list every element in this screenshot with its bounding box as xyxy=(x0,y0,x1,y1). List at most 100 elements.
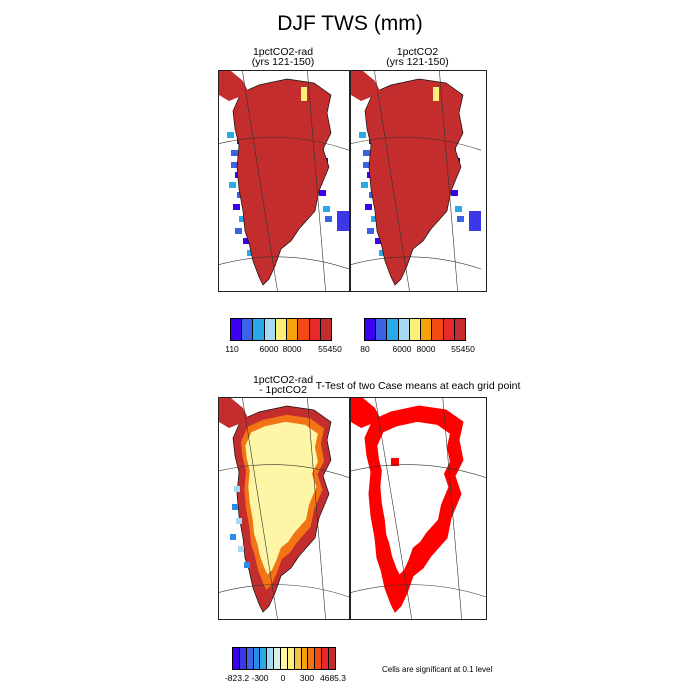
map-panel-2 xyxy=(350,70,487,292)
diff-neg-cell-2 xyxy=(230,534,236,540)
map1-cell-9 xyxy=(231,150,238,156)
map1-island-cells xyxy=(337,211,349,231)
diff-neg-cell-5 xyxy=(234,486,240,492)
map2-cell-9 xyxy=(363,150,370,156)
map1-cell-18 xyxy=(325,216,332,222)
map-panel-3 xyxy=(218,397,350,620)
map2-icesheet xyxy=(364,78,464,286)
cb1-swatch-2 xyxy=(253,319,265,340)
graticule xyxy=(351,398,486,619)
panel3-title-line2: - 1pctCO2 xyxy=(259,384,307,396)
ttest-interior-cell xyxy=(391,458,399,466)
cb2-swatch-3 xyxy=(398,319,410,340)
panel2-title-line1: 1pctCO2 xyxy=(396,46,439,58)
cb3-swatch-6 xyxy=(274,648,282,669)
panel4-title: T-Test of two Case means at each grid po… xyxy=(315,380,521,392)
panel2-title: 1pctCO2 (yrs 121-150) xyxy=(350,46,485,68)
map1-cell-2 xyxy=(229,182,236,188)
cb3-swatch-1 xyxy=(239,648,247,669)
panel3-title: 1pctCO2-rad - 1pctCO2 xyxy=(218,374,348,396)
map2-cell-8 xyxy=(379,250,386,256)
map2-cell-17 xyxy=(455,206,462,212)
panel1-title: 1pctCO2-rad (yrs 121-150) xyxy=(218,46,348,68)
graticule xyxy=(219,71,349,291)
ttest-ellesmere xyxy=(351,398,381,428)
map2-ellesmere xyxy=(351,71,381,101)
cb3-swatch-11 xyxy=(308,648,316,669)
cb3-tick-4: 4685.3 xyxy=(320,673,346,683)
map2-cell-11 xyxy=(359,132,366,138)
cb2-swatch-8 xyxy=(454,319,465,340)
diff-interior xyxy=(245,421,318,575)
cb2-swatch-6 xyxy=(432,319,444,340)
cb3-tick-2: 0 xyxy=(280,673,286,683)
greenland-map-2 xyxy=(351,71,482,291)
diff-ellesmere xyxy=(219,398,249,428)
cb2-tick-2: 8000 xyxy=(416,344,436,354)
cb2-tick-1: 6000 xyxy=(392,344,412,354)
cb3-swatch-2 xyxy=(246,648,254,669)
cb3-swatch-14 xyxy=(329,648,335,669)
cb1-swatch-8 xyxy=(320,319,331,340)
panel2-title-line2: (yrs 121-150) xyxy=(386,56,449,68)
colorbar-2 xyxy=(364,318,466,341)
map2-cell-5 xyxy=(371,216,378,222)
cb1-swatch-0 xyxy=(231,319,243,340)
cb3-swatch-10 xyxy=(301,648,309,669)
cb1-tick-3: 55450 xyxy=(318,344,342,354)
cb3-swatch-8 xyxy=(287,648,295,669)
significance-note: Cells are significant at 0.1 level xyxy=(382,665,493,674)
map2-cell-0 xyxy=(363,162,370,168)
cb2-tick-0: 80 xyxy=(360,344,370,354)
cb1-swatch-1 xyxy=(242,319,254,340)
map1-cell-7 xyxy=(243,238,250,244)
panel1-title-line1: 1pctCO2-rad xyxy=(252,46,314,58)
cb2-tick-3: 55450 xyxy=(451,344,475,354)
map1-cell-4 xyxy=(233,204,240,210)
cb1-swatch-6 xyxy=(298,319,310,340)
diff-neg-cell-0 xyxy=(232,504,238,510)
cb1-tick-2: 8000 xyxy=(282,344,302,354)
graticule xyxy=(219,398,349,619)
cb2-swatch-2 xyxy=(387,319,399,340)
greenland-map-1 xyxy=(219,71,349,291)
map2-cell-6 xyxy=(367,228,374,234)
map1-cell-11 xyxy=(227,132,234,138)
diff-neg-cell-1 xyxy=(236,518,242,524)
cb3-swatch-12 xyxy=(315,648,323,669)
cb3-tick-3: 300 xyxy=(299,673,315,683)
cb2-swatch-7 xyxy=(443,319,455,340)
map1-cell-8 xyxy=(247,250,254,256)
cb1-swatch-3 xyxy=(264,319,276,340)
map1-cell-5 xyxy=(239,216,246,222)
map-panel-4 xyxy=(350,397,487,620)
map2-cell-4 xyxy=(365,204,372,210)
cb3-swatch-4 xyxy=(260,648,268,669)
cb1-swatch-4 xyxy=(275,319,288,340)
panel3-title-line1: 1pctCO2-rad xyxy=(252,374,314,386)
colorbar-diff xyxy=(232,647,336,670)
cb1-tick-0: 110 xyxy=(225,344,239,354)
cb3-swatch-13 xyxy=(322,648,330,669)
cb3-swatch-9 xyxy=(294,648,302,669)
map1-cell-6 xyxy=(235,228,242,234)
map2-cell-18 xyxy=(457,216,464,222)
map1-ellesmere xyxy=(219,71,249,101)
cb2-swatch-4 xyxy=(409,319,422,340)
map2-cell-2 xyxy=(361,182,368,188)
map2-cell-16 xyxy=(451,190,458,196)
map1-cell-16 xyxy=(319,190,326,196)
figure-title: DJF TWS (mm) xyxy=(277,12,423,35)
cb2-swatch-0 xyxy=(365,319,377,340)
cb1-swatch-5 xyxy=(287,319,299,340)
cb3-tick-0: -823.2 xyxy=(224,673,250,683)
map1-north-cells xyxy=(301,87,307,101)
map2-island-cells xyxy=(469,211,481,231)
map2-cell-7 xyxy=(375,238,382,244)
diff-neg-cell-4 xyxy=(244,562,250,568)
map-panel-1 xyxy=(218,70,350,292)
cb3-swatch-5 xyxy=(267,648,275,669)
map1-cell-17 xyxy=(323,206,330,212)
map1-icesheet xyxy=(232,78,332,286)
panel1-title-line2: (yrs 121-150) xyxy=(251,56,315,68)
